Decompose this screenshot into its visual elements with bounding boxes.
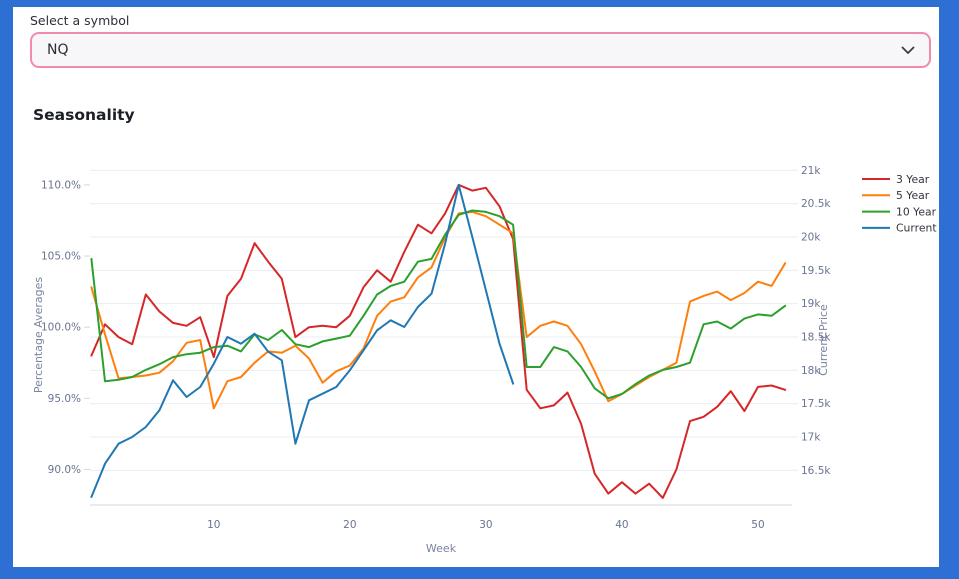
legend-item-10-year[interactable]: 10 Year [862,205,937,218]
left-axis-tick-label: 90.0% [48,464,81,476]
x-axis-tick-label: 20 [343,519,356,531]
legend-item-3-year[interactable]: 3 Year [862,173,930,186]
series-current-line [90,184,515,498]
page-title: Seasonality [33,106,135,124]
x-axis-tick-label: 50 [751,519,764,531]
legend-item-current[interactable]: Current [862,222,937,235]
series-10-year-line [90,209,787,400]
legend-item-5-year[interactable]: 5 Year [862,189,930,202]
left-axis-tick-label: 100.0% [41,322,81,334]
series-5-year-line [90,210,787,410]
x-axis-title: Week [426,542,457,555]
right-axis-tick-label: 20.5k [801,198,831,210]
chevron-down-icon [901,46,915,55]
legend-label: 5 Year [896,189,930,202]
left-axis-tick-label: 110.0% [41,179,81,191]
symbol-select[interactable]: NQ [30,32,931,68]
right-axis-tick-label: 17.5k [801,398,831,410]
symbol-select-value: NQ [47,42,69,58]
legend-label: Current [896,222,937,235]
x-axis-tick-label: 10 [207,519,220,531]
legend-label: 10 Year [896,205,937,218]
left-axis-tick-label: 105.0% [41,251,81,263]
right-axis-tick-label: 17k [801,432,821,444]
chart-canvas[interactable]: 110.0% 105.0% 100.0% 95.0% 90.0% 21k 20.5k 20k 1… [13,145,939,565]
seasonality-chart[interactable]: 110.0% 105.0% 100.0% 95.0% 90.0% 21k 20.5k 20k 1… [13,145,939,565]
right-axis-tick-label: 21k [801,165,821,177]
right-axis-tick-label: 16.5k [801,465,831,477]
series-3-year-line [90,183,787,499]
right-axis-title: Current Price [817,304,830,376]
left-axis-title: Percentage Averages [32,277,45,394]
legend-label: 3 Year [896,173,930,186]
x-axis-tick-label: 40 [615,519,628,531]
right-axis-tick-label: 18k [801,365,821,377]
symbol-select-label: Select a symbol [30,13,130,28]
right-axis-tick-label: 19k [801,298,821,310]
right-axis-tick-label: 19.5k [801,265,831,277]
left-axis-tick-label: 95.0% [48,393,81,405]
page-content: Select a symbol NQ Seasonality 110.0% 105… [13,7,939,567]
right-axis-tick-label: 20k [801,232,821,244]
x-axis-tick-label: 30 [479,519,492,531]
right-axis-tick-label: 18.5k [801,332,831,344]
